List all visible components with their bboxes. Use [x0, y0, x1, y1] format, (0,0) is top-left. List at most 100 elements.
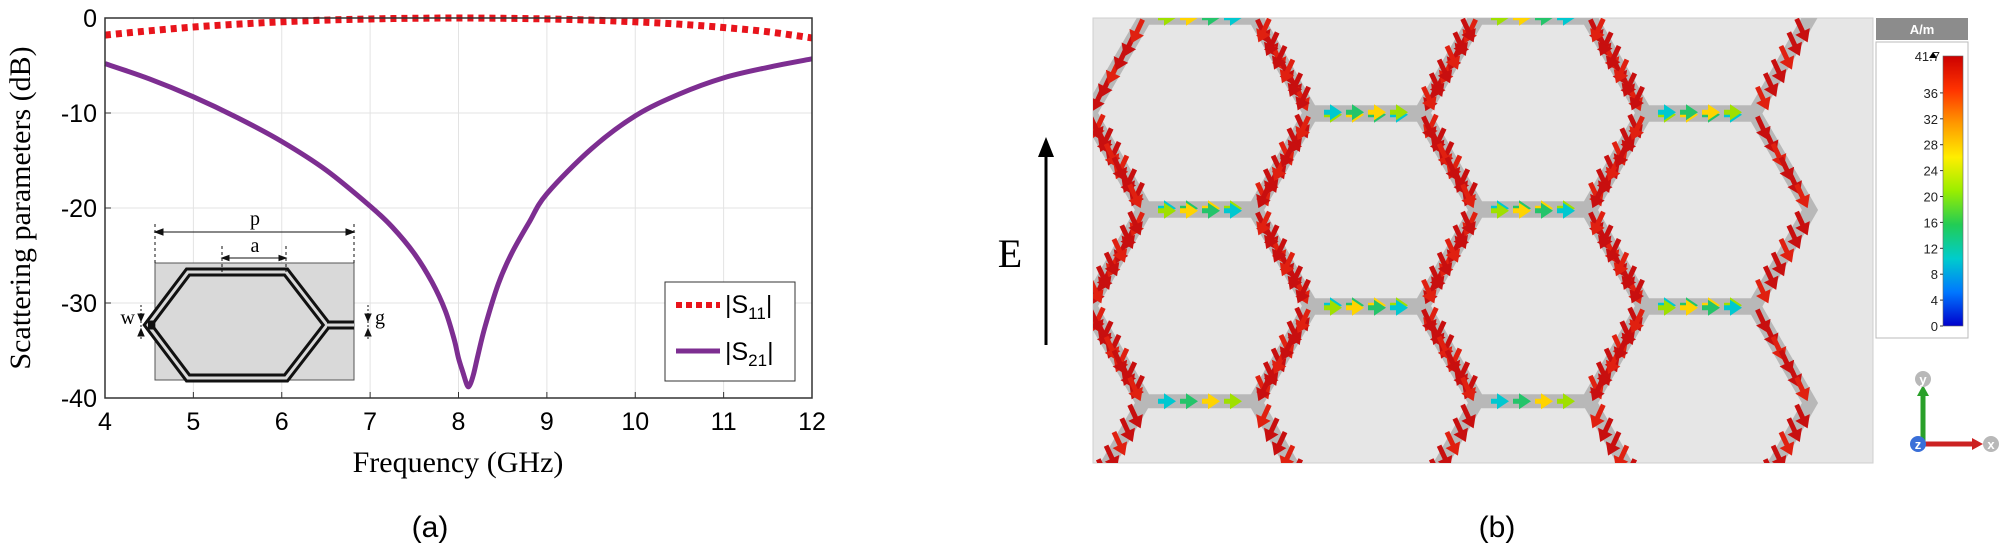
current-arrow [1778, 44, 1795, 70]
current-arrow [1513, 393, 1531, 410]
inset-hexagon-ring [142, 267, 354, 383]
colorbar-tick-label: 20 [1924, 190, 1938, 205]
x-tick-label: 10 [621, 408, 649, 436]
current-arrow [1680, 299, 1698, 316]
legend-box [664, 281, 796, 382]
current-arrow [1095, 265, 1112, 290]
x-tick-label: 9 [540, 408, 554, 436]
y-tick-label: -30 [61, 290, 97, 318]
current-arrow [1762, 72, 1779, 97]
current-arrow [1390, 299, 1408, 316]
current-arrow [1444, 430, 1461, 456]
current-arrow [1436, 58, 1453, 84]
current-arrow [1452, 224, 1468, 249]
current-arrow [1180, 393, 1198, 410]
plot-frame [104, 17, 813, 399]
current-arrow [950, 456, 975, 486]
colorbar-tick-label: 0 [1931, 319, 1938, 334]
current-arrow [1629, 85, 1645, 111]
current-arrow [1755, 85, 1771, 111]
current-arrow [1460, 403, 1476, 429]
current-arrow [1346, 490, 1364, 506]
current-arrow [1129, 18, 1145, 44]
current-arrow [926, 168, 951, 198]
current-arrow [1264, 224, 1280, 249]
current-arrow [1598, 31, 1614, 56]
panel-label-a: (a) [412, 511, 449, 544]
current-arrow [1593, 0, 1618, 5]
current-arrow [1119, 224, 1135, 249]
current-arrow [942, 249, 967, 279]
current-arrow [950, 263, 975, 293]
current-arrow [1762, 265, 1779, 290]
current-arrow [1368, 299, 1386, 316]
current-arrow [1770, 58, 1787, 84]
current-arrow [1624, 469, 1649, 499]
current-arrow [1095, 458, 1109, 463]
x-tick-labels: 4 5 6 7 8 9 10 11 12 [98, 408, 826, 436]
current-arrow [1658, 104, 1676, 121]
current-arrow [1119, 417, 1135, 442]
current-arrow [1605, 237, 1622, 263]
e-field-arrowhead [1038, 137, 1054, 157]
current-arrow [1794, 18, 1810, 43]
current-arrow [1613, 444, 1630, 463]
current-arrow [1013, 300, 1031, 316]
s-parameter-chart: 4 5 6 7 8 9 10 11 12 0 -10 -20 -30 -40 Frequency (GH… [4, 5, 826, 479]
current-arrow [1271, 44, 1288, 70]
current-arrow [1271, 430, 1288, 456]
current-arrow [991, 490, 1009, 506]
current-arrow [1590, 210, 1606, 236]
current-arrow [1093, 278, 1104, 304]
x-tick-label: 5 [186, 408, 200, 436]
current-arrow [1057, 297, 1075, 313]
current-arrow [1111, 237, 1128, 263]
current-arrow [1794, 183, 1810, 209]
current-arrow [1264, 417, 1280, 442]
current-arrow [1702, 299, 1720, 316]
y-axis-title: Scattering parameters (dB) [4, 46, 37, 369]
current-arrow [934, 347, 959, 377]
current-arrow [1557, 202, 1575, 219]
inset-label-a: a [251, 235, 260, 257]
current-arrow [1013, 107, 1031, 123]
x-tick-label: 8 [452, 408, 466, 436]
current-arrow [1629, 308, 1645, 334]
current-arrow [1786, 417, 1802, 442]
current-arrow [918, 208, 943, 238]
current-arrow [1202, 393, 1220, 410]
current-arrow [1428, 265, 1445, 290]
colorbar-tick-label: 12 [1924, 241, 1938, 256]
current-arrow [1794, 403, 1810, 429]
current-arrow [1346, 299, 1364, 316]
current-arrow [1127, 376, 1143, 402]
current-arrow [1251, 0, 1276, 19]
e-field-indicator: E [998, 137, 1054, 345]
y-tick-label: -20 [61, 195, 97, 223]
triad-y-label: y [1919, 372, 1927, 387]
current-arrow [942, 333, 967, 363]
colorbar-tick-label: 4 [1931, 293, 1938, 308]
current-arrow [1762, 458, 1776, 463]
current-arrow [1390, 490, 1408, 506]
current-arrow [1368, 104, 1386, 121]
current-arrow [1750, 469, 1775, 499]
current-arrow [1324, 104, 1342, 121]
current-arrow [1428, 458, 1442, 463]
current-arrow [1778, 430, 1795, 456]
current-arrow [1279, 58, 1296, 84]
chart-legend: |S11| |S21| [664, 281, 796, 382]
current-arrow [1324, 299, 1342, 316]
current-arrow [1513, 202, 1531, 219]
x-tick-label: 4 [98, 408, 112, 436]
current-arrow [1158, 393, 1176, 410]
current-arrow [934, 429, 959, 459]
colorbar-tick-label: 16 [1924, 215, 1938, 230]
e-field-label: E [998, 231, 1022, 276]
current-arrow [1755, 278, 1771, 304]
current-arrow [1295, 278, 1311, 304]
current-arrow [1035, 490, 1053, 506]
current-arrow [1590, 403, 1606, 429]
current-arrow [1035, 297, 1053, 313]
